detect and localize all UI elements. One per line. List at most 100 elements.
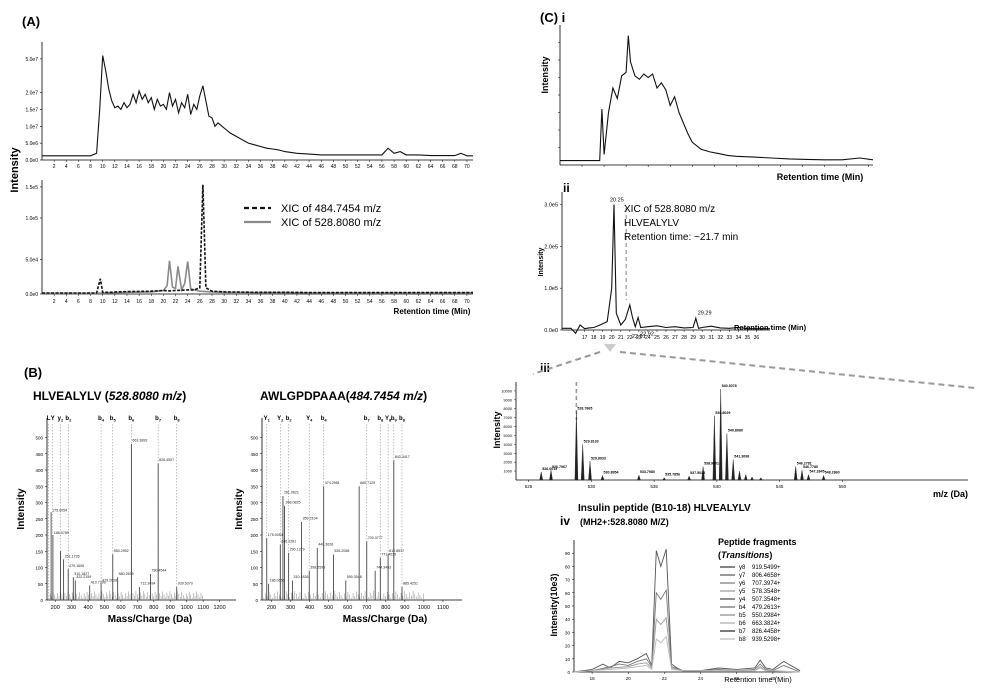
c-iii-peak [737,471,742,481]
a-top-xtick-label: 40 [282,164,288,170]
a-bottom-xtick-label: 10 [100,299,106,305]
c-iv-legend-ion: y6 [739,581,746,587]
b-left-ytick-label: 50 [38,582,44,587]
c-iv-legend-ion: y8 [739,565,746,571]
c-ii-ylabel: Intensity [538,248,545,277]
b-right-ytick-label: 350 [250,484,258,489]
b-right-ion-label: Y1 [264,416,271,423]
c-iii-peak [750,476,754,481]
a-top-xtick-label: 56 [379,164,385,170]
c-ii-xtick-label: 27 [672,335,678,341]
a-bottom-xtick-label: 50 [343,299,349,305]
b-right-ytick-label: 50 [253,582,259,587]
b-right-ion-label: b8 [377,416,384,423]
zoom-guide-left [532,351,601,375]
a-bottom-xtick-label: 14 [124,299,130,305]
b-left-ytick-label: 300 [35,501,43,506]
b-left-title-mz: 528.8080 m/z [109,389,182,403]
b-left-ytick-label: 350 [35,484,43,489]
c-ii-ytick-label: 2.0e5 [544,244,558,250]
b-left-peak-label: 780.4544 [152,569,167,573]
a-bottom-xtick-label: 60 [403,299,409,305]
b-right-peak-label: 590.3048 [347,575,362,579]
c-iii-peak-label: 526.7967 [552,465,567,469]
b-right-xtick-label: 800 [381,605,390,611]
b-left-peak-label: 663.3893 [132,439,147,443]
b-right-peak-label: 771.4035 [381,552,396,556]
a-bottom-xtick-label: 18 [148,299,154,305]
c-iii-peak [793,466,798,481]
a-bottom-xtick-label: 30 [221,299,227,305]
c-iv-legend-close: ) [769,550,772,560]
c-iii-xtick-label: 545 [776,484,784,489]
panel-label-b: (B) [24,365,42,380]
a-top-xtick-label: 14 [124,164,130,170]
panel-label-ii: ii [563,181,570,195]
c-iii-ytick-label: 8000 [504,407,512,411]
c-iv-legend-ion: b7 [739,629,746,635]
b-left-peak-label: 550.2952 [114,549,129,553]
c-i-xlabel: Retention time (Min) [777,172,864,182]
b-right-ion-label: b9 [391,416,398,423]
c-ii-xtick-label: 21 [618,335,624,341]
c-iv-legend-ion: y4 [739,597,746,603]
c-iii-peak-label: 547.2845 [810,470,825,474]
a-top-xtick-label: 10 [100,164,106,170]
c-iv-legend-mz: 578.3548+ [752,589,781,595]
b-right-peak-label: 660.7129 [360,481,375,485]
b-left-xtick-label: 500 [100,605,109,611]
c-iii-ytick-label: 6000 [504,425,512,429]
a-top-xtick-label: 24 [185,164,191,170]
c-iv-series-line [573,588,801,673]
c-iii-ytick-label: 5000 [504,434,512,438]
c-ii-ytick-label: 3.0e5 [544,203,558,209]
b-right-peak-label: 246.2281 [281,539,296,543]
c-iv-series-line [573,616,801,673]
b-right-ylabel: Intensity [234,488,245,530]
a-bottom-xtick-label: 16 [136,299,142,305]
c-iv-xtick-label: 18 [590,676,596,681]
a-top-xtick-label: 20 [161,164,167,170]
b-right-ytick-label: 150 [250,549,258,554]
b-right-peak-label: 398.2595 [310,565,325,569]
b-left-xtick-label: 700 [133,605,142,611]
a-bottom-xtick-label: 70 [464,299,470,305]
a-bottom-xtick-label: 2 [53,299,56,305]
b-right-peak-label: 290.1379 [290,548,305,552]
c-ii-xtick-label: 23 [636,335,642,341]
panel-label-iv: iv [560,514,570,528]
a-top-xtick-label: 44 [306,164,312,170]
b-left-xtick-label: 900 [166,605,175,611]
b-left-peak-label: 175.0054 [52,508,67,512]
b-right-ytick-label: 500 [250,436,258,441]
a-bottom-xtick-label: 56 [379,299,385,305]
b-left-peak-label: 279.1606 [69,564,84,568]
b-right-ytick-label: 450 [250,452,258,457]
c-ii-peak-label: 22.01 [632,334,646,340]
a-top-xtick-label: 64 [428,164,434,170]
a-bottom-ytick-label: 1.0e5 [25,216,38,222]
c-iv-ytick-label: 90 [565,551,571,556]
c-iv-legend-subtitle: Transitions [721,550,769,560]
a-top-xtick-label: 68 [452,164,458,170]
chart-c-ii-xic: 0.0e0 1.0e5 2.0e5 3.0e5 17 18 19 20 21 22 23 24 25 26… [538,192,807,341]
b-right-peak-label: 310.1826 [293,575,308,579]
c-iii-xtick-label: 535 [650,484,658,489]
b-right-title: AWLGPDPAAA(484.7454 m/z) [260,389,427,403]
b-left-ytick-label: 0 [40,598,43,603]
c-ii-xlabel: Retention time (Min) [734,323,807,332]
c-iii-peak [800,470,804,481]
c-ii-ytick-label: 0.0e0 [544,328,558,334]
a-top-xtick-label: 58 [391,164,397,170]
a-top-xtick-label: 34 [246,164,252,170]
c-iii-xtick-label: 550 [839,484,847,489]
c-iii-ytick-label: 7000 [504,416,512,420]
c-iv-ytick-label: 0 [567,670,570,675]
b-left-peak-label: 826.4507 [159,458,174,462]
b-right-peak-label: 526.2058 [334,549,349,553]
a-bottom-xtick-label: 12 [112,299,118,305]
b-left-ytick-label: 150 [35,549,43,554]
b-left-ytick-label: 450 [35,452,43,457]
a-bottom-xtick-label: 52 [355,299,361,305]
